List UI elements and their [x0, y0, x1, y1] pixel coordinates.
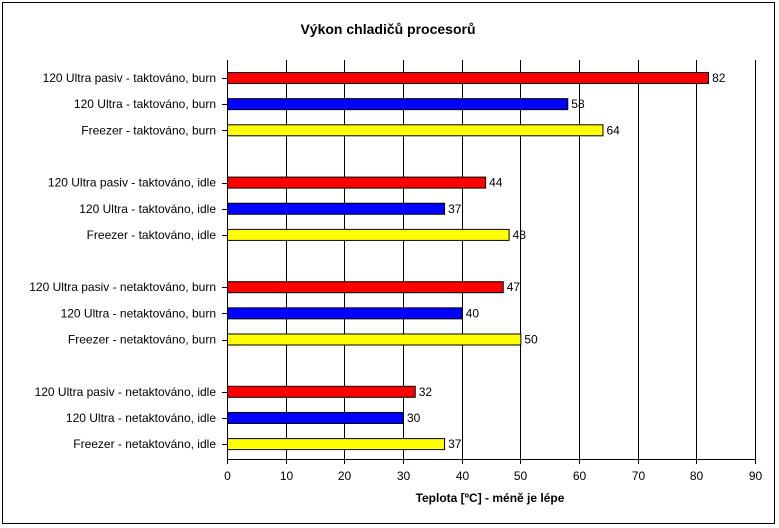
chart-title: Výkon chladičů procesorů — [300, 21, 475, 37]
gridlines — [286, 60, 756, 459]
x-tick-label: 60 — [573, 469, 587, 483]
category-label: 120 Ultra - taktováno, idle — [79, 202, 216, 216]
data-label: 37 — [448, 202, 462, 216]
data-label: 48 — [513, 228, 527, 242]
category-label: Freezer - taktováno, burn — [81, 123, 216, 137]
x-axis-label: Teplota [ºC] - méně je lépe — [416, 491, 565, 505]
x-tick-label: 50 — [514, 469, 528, 483]
bar — [227, 411, 404, 424]
x-tick-label: 0 — [224, 469, 231, 483]
x-tick-label: 70 — [632, 469, 646, 483]
x-tick-label: 80 — [690, 469, 704, 483]
data-label: 82 — [712, 71, 726, 85]
bar — [227, 72, 710, 84]
category-label: 120 Ultra - netaktováno, burn — [61, 306, 216, 320]
bar — [227, 333, 522, 346]
data-label: 32 — [419, 385, 433, 399]
data-label: 30 — [407, 411, 421, 425]
x-tick-label: 20 — [338, 469, 352, 483]
category-label: 120 Ultra pasiv - taktováno, burn — [43, 71, 216, 85]
x-tick-label: 30 — [397, 469, 411, 483]
data-label: 50 — [524, 333, 538, 347]
category-label: Freezer - netaktováno, idle — [73, 437, 216, 451]
bar — [227, 385, 416, 398]
bar — [227, 438, 446, 451]
x-tick-label: 90 — [749, 469, 763, 483]
category-label: 120 Ultra pasiv - netaktováno, burn — [29, 280, 216, 294]
data-label: 44 — [489, 176, 503, 190]
category-label: 120 Ultra - netaktováno, idle — [66, 411, 216, 425]
category-label: Freezer - netaktováno, burn — [68, 333, 216, 347]
bar — [227, 281, 504, 294]
data-label: 40 — [466, 306, 480, 320]
x-tick-label: 10 — [280, 469, 294, 483]
bar — [227, 307, 463, 320]
category-label: Freezer - taktováno, idle — [87, 228, 217, 242]
axes: 0 10 20 30 40 50 60 70 80 90 120 Ultra pasiv - tak… — [29, 60, 762, 483]
category-label: 120 Ultra - taktováno, burn — [74, 97, 216, 111]
category-label: 120 Ultra pasiv - netaktováno, idle — [35, 385, 217, 399]
bars: 82 58 64 44 37 48 47 40 50 32 30 37 — [227, 71, 726, 451]
x-tick-label: 40 — [456, 469, 470, 483]
data-label: 37 — [448, 437, 462, 451]
bar — [227, 124, 604, 137]
bar — [227, 98, 569, 111]
bar — [227, 202, 446, 215]
data-label: 47 — [507, 280, 521, 294]
category-label: 120 Ultra pasiv - taktováno, idle — [48, 176, 216, 190]
bar — [227, 228, 510, 241]
data-label: 58 — [571, 97, 585, 111]
bar — [227, 176, 487, 189]
data-label: 64 — [606, 123, 620, 137]
